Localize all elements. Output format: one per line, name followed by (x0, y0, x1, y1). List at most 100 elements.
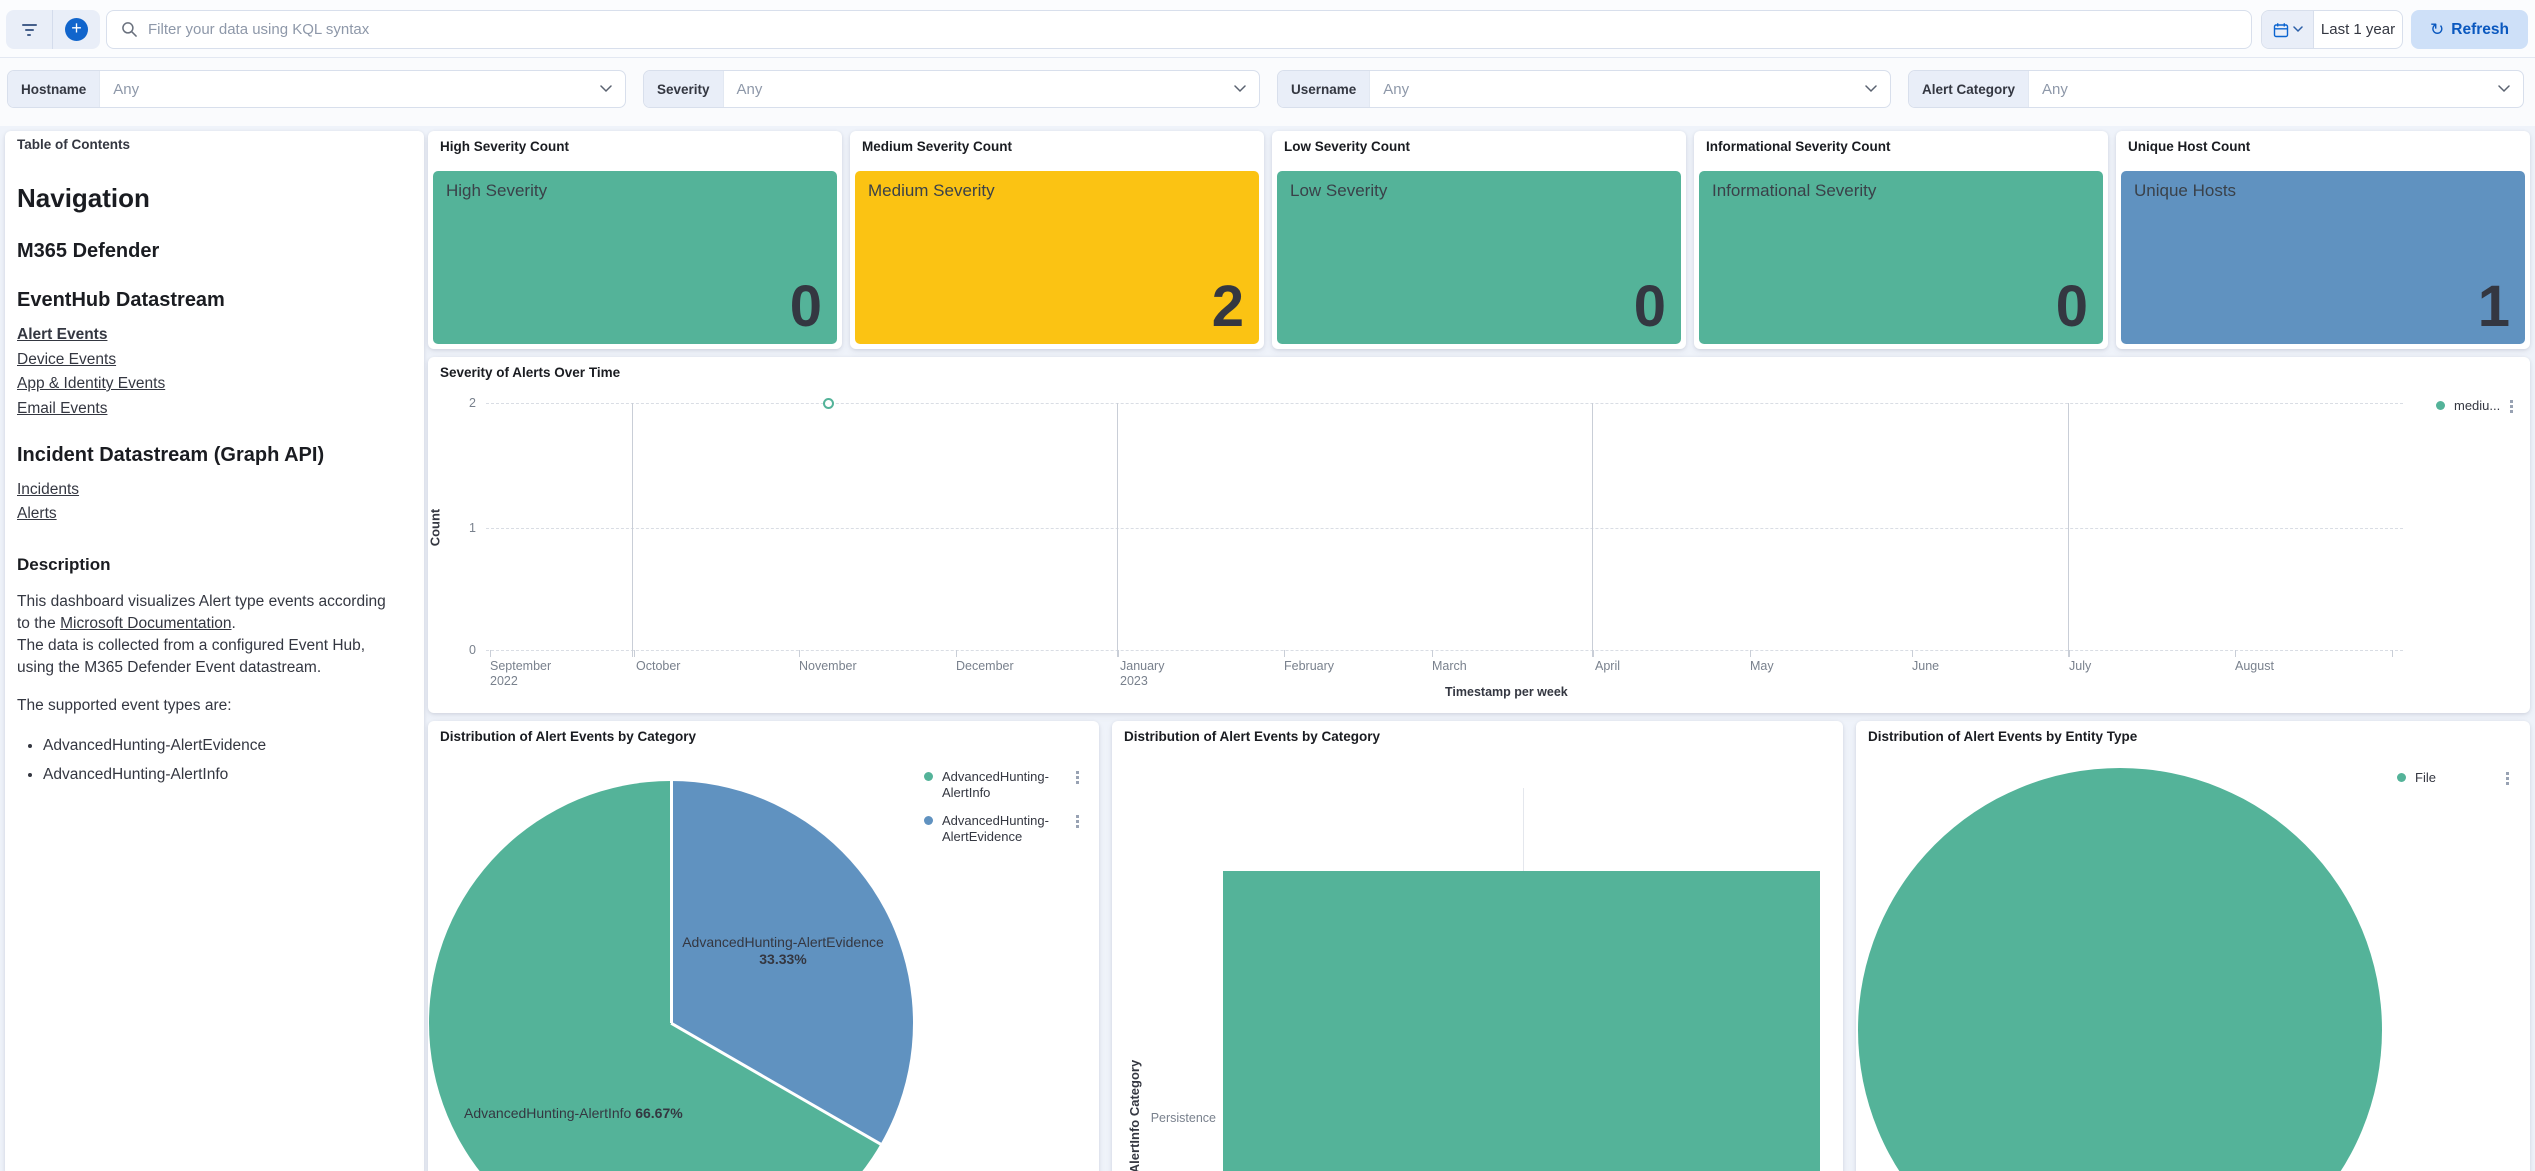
link-alerts[interactable]: Alerts (17, 505, 57, 522)
refresh-icon: ↻ (2430, 19, 2445, 39)
filter-funnel-icon (21, 23, 37, 36)
metric-label: Informational Severity (1712, 181, 1877, 200)
link-app-identity-events[interactable]: App & Identity Events (17, 375, 166, 392)
metric-label: High Severity (446, 181, 548, 200)
data-point-medium (823, 398, 834, 409)
control-value: Any (2042, 80, 2068, 98)
description-paragraph: This dashboard visualizes Alert type eve… (17, 591, 389, 679)
medium-severity-panel: Medium Severity Count Medium Severity 2 (850, 131, 1264, 349)
dashboard-controls-bar: Hostname Any Severity Any Username Any A… (0, 58, 2535, 126)
y-tick: 0 (469, 643, 476, 657)
link-email-events[interactable]: Email Events (17, 399, 108, 417)
plus-icon: + (65, 18, 88, 41)
axis-tick (490, 650, 491, 657)
axis-tick (2069, 650, 2070, 657)
gridline (486, 403, 2403, 404)
gridline (2068, 403, 2069, 657)
legend-dot (924, 816, 933, 825)
legend-label: File (2415, 770, 2436, 785)
date-quick-select-button[interactable] (2262, 11, 2314, 48)
x-axis-label: November (799, 659, 857, 673)
x-axis-label: June (1912, 659, 1940, 673)
control-value: Any (113, 80, 140, 98)
x-axis-label: July (2069, 659, 2092, 673)
link-alert-events[interactable]: Alert Events (17, 326, 108, 343)
x-axis-label: September 2022 (490, 659, 552, 688)
entity-pie-panel: Distribution of Alert Events by Entity T… (1856, 721, 2530, 1171)
y-category-label: Persistence (1150, 1111, 1216, 1125)
legend-item-medium[interactable]: mediu... (2436, 398, 2500, 414)
link-device-events[interactable]: Device Events (17, 350, 117, 368)
control-alert-category[interactable]: Alert Category Any (1908, 70, 2524, 108)
section-incident: Incident Datastream (Graph API) (17, 443, 325, 466)
legend-item-alertinfo[interactable]: AdvancedHunting-AlertInfo (924, 769, 1052, 801)
chevron-down-icon (1865, 85, 1877, 93)
microsoft-documentation-link[interactable]: Microsoft Documentation (60, 615, 232, 632)
panel-title: Distribution of Alert Events by Entity T… (1868, 729, 2138, 744)
legend-actions-icon[interactable] (1074, 813, 1081, 830)
chevron-down-icon (600, 85, 612, 93)
pie-slice-divider (670, 781, 673, 1023)
refresh-button[interactable]: ↻ Refresh (2411, 10, 2528, 49)
metric-card: Medium Severity 2 (855, 171, 1259, 344)
section-eventhub: EventHub Datastream (17, 289, 225, 311)
section-m365: M365 Defender (17, 240, 160, 262)
informational-severity-panel: Informational Severity Count Information… (1694, 131, 2108, 349)
link-incidents[interactable]: Incidents (17, 480, 80, 498)
dashboard-canvas: Table of Contents Navigation M365 Defend… (0, 126, 2535, 1171)
metric-label: Medium Severity (868, 181, 995, 200)
y-axis-title: Count (427, 508, 443, 547)
time-range-button[interactable]: Last 1 year (2314, 11, 2402, 48)
chevron-down-icon (1234, 85, 1246, 93)
description-heading: Description (17, 555, 111, 574)
y-tick: 2 (469, 396, 476, 410)
axis-tick (1912, 650, 1913, 657)
legend-item-file[interactable]: File (2397, 770, 2436, 786)
metric-value: 0 (789, 274, 822, 339)
panel-title: Unique Host Count (2128, 139, 2251, 154)
legend-label: mediu... (2454, 398, 2501, 413)
axis-tick (1432, 650, 1433, 657)
filter-menu-button[interactable] (6, 10, 53, 49)
panel-title: Distribution of Alert Events by Category (1124, 729, 1381, 744)
add-filter-button[interactable]: + (53, 10, 100, 49)
control-severity[interactable]: Severity Any (643, 70, 1260, 108)
event-type-list: AdvancedHunting-AlertEvidence AdvancedHu… (17, 737, 415, 784)
control-label: Hostname (8, 71, 101, 107)
legend-label: AdvancedHunting-AlertEvidence (942, 813, 1049, 844)
axis-tick (1118, 650, 1119, 657)
x-axis-label: March (1432, 659, 1467, 673)
axis-tick (1593, 650, 1594, 657)
control-username[interactable]: Username Any (1277, 70, 1891, 108)
calendar-icon (2273, 22, 2288, 37)
gridline (1592, 403, 1593, 657)
toc-markdown-panel: Table of Contents Navigation M365 Defend… (5, 131, 424, 1171)
category-pie-panel: Distribution of Alert Events by Category… (428, 721, 1099, 1171)
panel-title: Low Severity Count (1284, 139, 1411, 154)
bar-plot-area (1223, 788, 1820, 1171)
description-text: The data is collected from a configured … (17, 637, 366, 676)
time-range-label: Last 1 year (2320, 21, 2396, 38)
kql-search-input[interactable]: Filter your data using KQL syntax (106, 10, 2252, 49)
high-severity-panel: High Severity Count High Severity 0 (428, 131, 842, 349)
legend-item-alertevidence[interactable]: AdvancedHunting-AlertEvidence (924, 813, 1052, 845)
search-placeholder: Filter your data using KQL syntax (148, 21, 370, 38)
panel-title: Medium Severity Count (862, 139, 1013, 154)
legend-actions-icon[interactable] (2508, 398, 2515, 415)
legend-actions-icon[interactable] (1074, 769, 1081, 786)
gridline (486, 528, 2403, 529)
metric-value: 1 (2477, 274, 2510, 339)
x-axis-label: April (1595, 659, 1621, 673)
control-hostname[interactable]: Hostname Any (7, 70, 626, 108)
gridline (632, 403, 633, 657)
date-picker-group: Last 1 year (2261, 10, 2403, 49)
query-topbar: + Filter your data using KQL syntax Last… (0, 0, 2535, 58)
pie-slice-label-info: AdvancedHunting-AlertInfo 66.67% (464, 1105, 683, 1121)
search-icon (122, 22, 137, 37)
legend-actions-icon[interactable] (2504, 770, 2511, 787)
legend-dot (2397, 773, 2406, 782)
metric-card: Low Severity 0 (1277, 171, 1681, 344)
panel-title: Distribution of Alert Events by Category (440, 729, 697, 744)
axis-tick (634, 650, 635, 657)
legend-dot (2436, 401, 2445, 410)
